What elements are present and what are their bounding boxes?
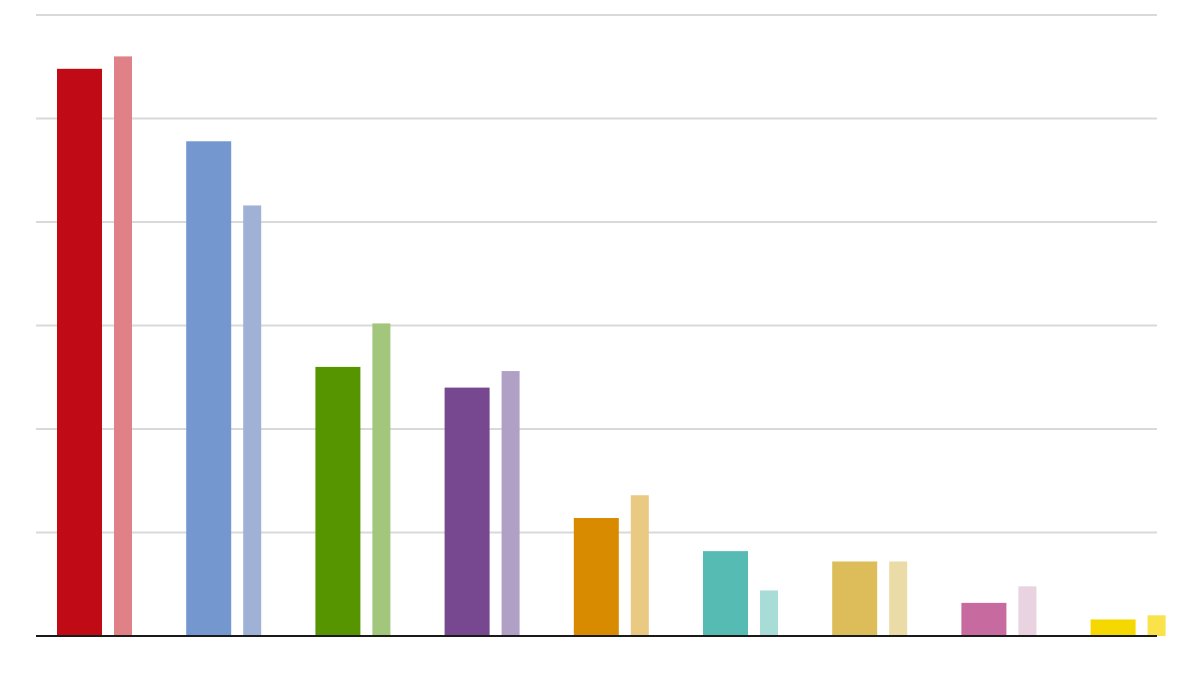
bar-secondary: [372, 323, 391, 636]
bar-primary: [315, 366, 361, 636]
bar-primary: [186, 141, 232, 636]
bar-primary: [832, 561, 878, 636]
bar-secondary: [889, 561, 908, 636]
bars: [57, 56, 1166, 636]
bar-secondary: [114, 56, 132, 636]
bar-secondary: [760, 590, 778, 636]
bar-primary: [57, 68, 102, 636]
bar-primary: [703, 551, 748, 636]
bar-primary: [573, 518, 619, 636]
bar-secondary: [501, 371, 520, 636]
bar-secondary: [630, 495, 649, 636]
bar-secondary: [243, 205, 262, 636]
bar-secondary: [1147, 615, 1166, 636]
bar-primary: [1090, 619, 1136, 636]
bar-primary: [444, 387, 490, 636]
bar-secondary: [1018, 586, 1037, 636]
bar-primary: [961, 602, 1007, 636]
